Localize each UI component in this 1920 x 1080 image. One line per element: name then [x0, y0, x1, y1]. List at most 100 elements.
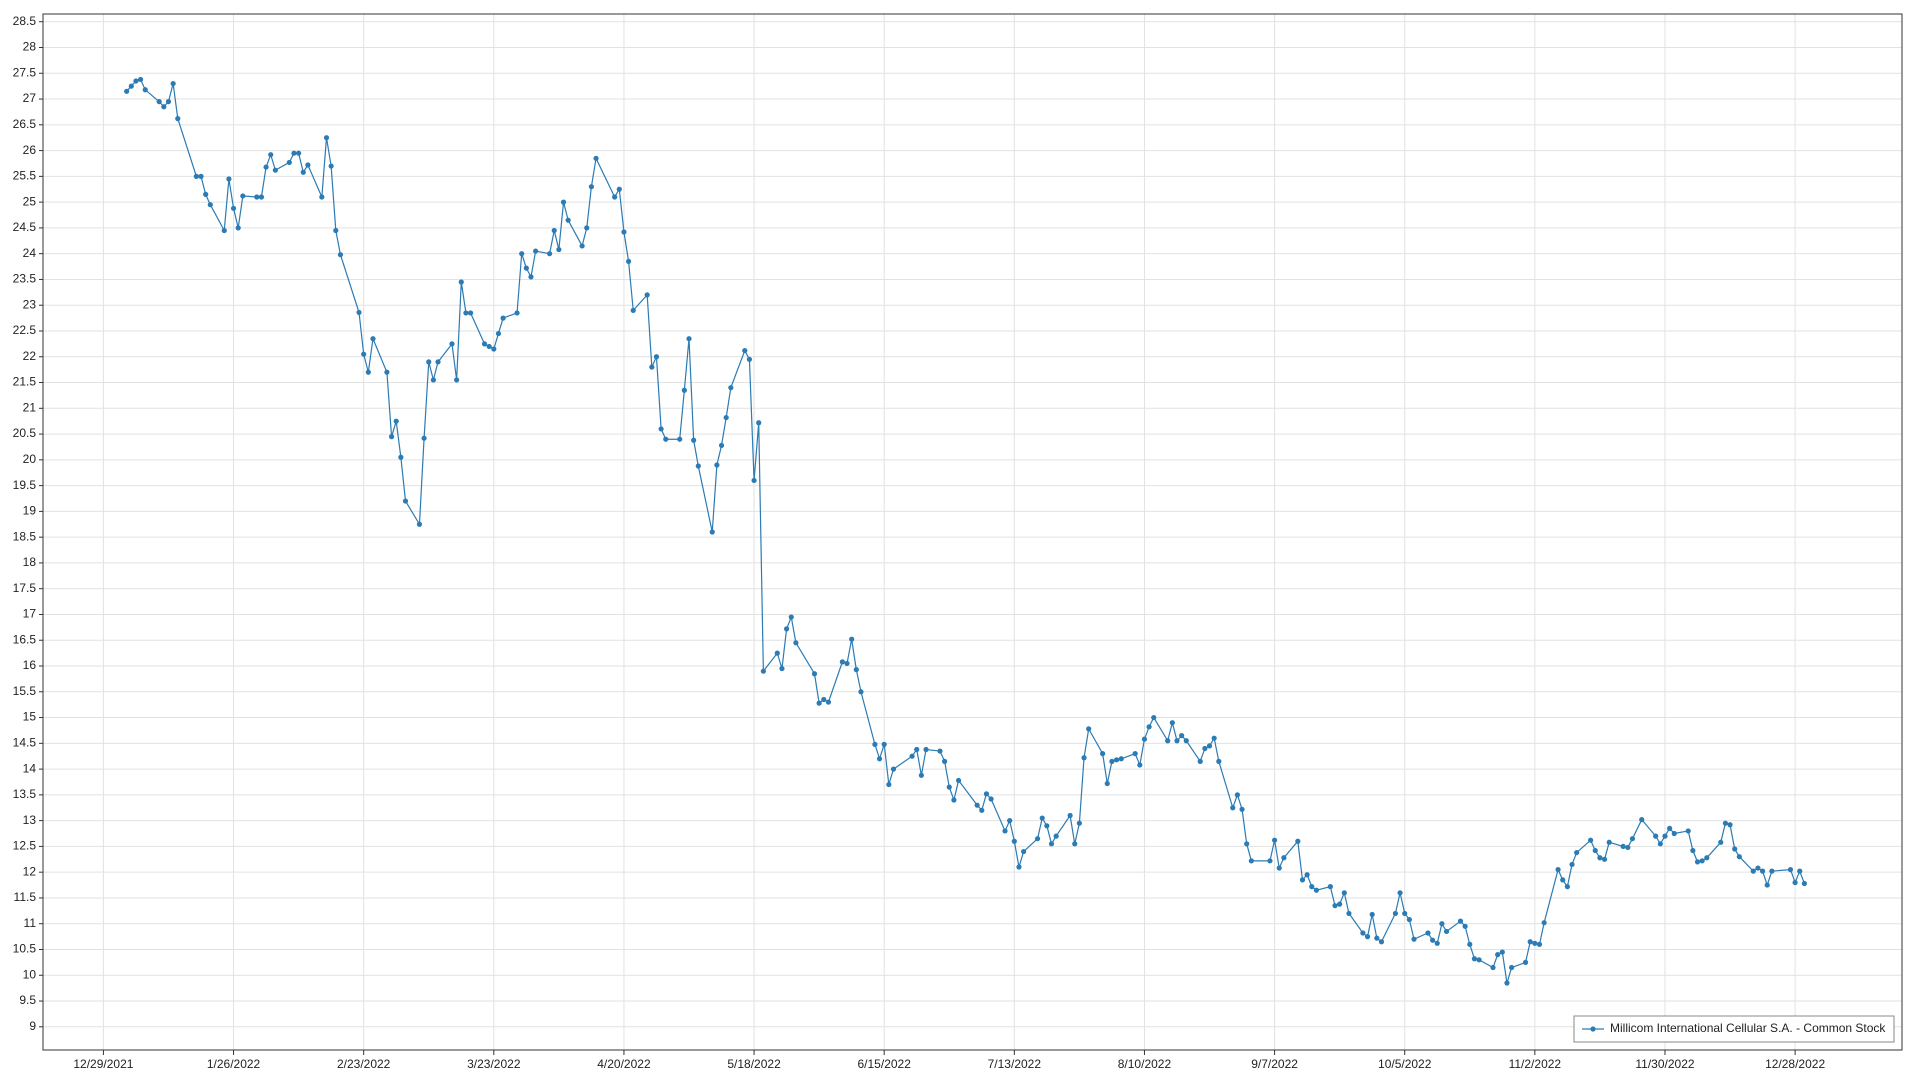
y-tick-label: 28 [23, 40, 37, 54]
plot-frame [42, 13, 1903, 1051]
data-point [198, 173, 204, 179]
data-point [388, 434, 395, 440]
data-point [560, 199, 567, 205]
data-point [709, 529, 715, 535]
data-point [1341, 890, 1347, 896]
data-point [811, 671, 818, 677]
data-point [1002, 828, 1008, 834]
data-point [584, 225, 590, 231]
data-point [1718, 839, 1724, 845]
y-tick-label: 21 [23, 400, 37, 414]
legend-marker [1590, 1026, 1596, 1032]
data-point [1434, 940, 1440, 946]
data-point [844, 660, 850, 667]
data-point [565, 217, 571, 223]
data-point [1206, 743, 1213, 749]
data-point [500, 315, 506, 321]
data-point [1109, 758, 1115, 764]
data-point [1439, 921, 1445, 927]
y-tick-label: 27.5 [13, 65, 37, 79]
data-point [784, 626, 790, 632]
data-point [1495, 952, 1501, 958]
data-point [1113, 757, 1120, 763]
data-point [1620, 843, 1626, 850]
data-point [979, 807, 985, 813]
data-point [1332, 903, 1338, 909]
data-point [128, 83, 134, 89]
data-point [909, 753, 915, 759]
data-point [1146, 724, 1152, 730]
data-point [1736, 854, 1742, 860]
data-point [886, 781, 892, 788]
data-point [1392, 910, 1399, 917]
data-point [849, 636, 855, 642]
data-point [137, 76, 144, 83]
y-tick-label: 28.5 [13, 14, 37, 28]
data-point [230, 205, 237, 211]
x-tick-label: 12/28/2022 [1765, 1057, 1825, 1071]
data-point [1304, 872, 1310, 878]
y-tick-label: 26.5 [13, 117, 37, 131]
data-point [1118, 756, 1124, 762]
data-point [1309, 884, 1315, 890]
y-tick-label: 19.5 [13, 478, 37, 492]
data-point [1653, 833, 1659, 839]
y-tick-label: 18.5 [13, 529, 37, 543]
data-point [1067, 812, 1073, 819]
data-point [1048, 841, 1055, 847]
data-point [1625, 844, 1631, 851]
data-point [1086, 726, 1092, 732]
y-tick-label: 14 [23, 761, 37, 775]
data-point [416, 521, 423, 527]
y-tick-label: 16.5 [13, 632, 37, 646]
data-point [1509, 964, 1515, 971]
data-point [1425, 930, 1431, 936]
data-point [1685, 828, 1691, 834]
data-point [746, 356, 753, 362]
data-point [756, 420, 762, 426]
data-point [454, 377, 460, 383]
data-point [463, 310, 469, 316]
data-point [1151, 714, 1157, 721]
data-point [1662, 833, 1668, 839]
data-point [1694, 859, 1701, 865]
data-point [226, 176, 232, 182]
y-tick-label: 25.5 [13, 169, 37, 183]
data-point [760, 668, 766, 674]
data-point [1476, 957, 1482, 963]
data-point [649, 364, 655, 370]
data-point [430, 377, 436, 383]
data-point [142, 87, 148, 93]
data-point [551, 227, 557, 234]
data-point [291, 150, 297, 156]
data-point [588, 184, 595, 190]
data-point [286, 159, 292, 166]
data-point [207, 202, 213, 208]
data-point [1402, 910, 1408, 917]
data-point [481, 341, 488, 347]
data-point [686, 336, 692, 342]
data-point [1690, 847, 1696, 854]
data-point [663, 436, 669, 442]
data-point [254, 194, 260, 200]
data-point [263, 164, 269, 170]
data-point [774, 650, 780, 656]
data-point [296, 150, 302, 156]
x-tick-label: 5/18/2022 [727, 1057, 781, 1071]
data-point [1271, 837, 1278, 843]
data-point [1234, 792, 1241, 798]
data-point [384, 369, 390, 375]
data-point [1197, 758, 1203, 764]
data-point [983, 791, 990, 797]
data-point [1360, 930, 1366, 936]
data-point [1337, 901, 1343, 907]
data-point [751, 477, 757, 484]
data-point [988, 796, 994, 802]
data-point [1137, 762, 1143, 768]
data-point [1764, 882, 1770, 888]
data-point [839, 659, 845, 665]
data-point [942, 758, 948, 764]
y-tick-label: 12.5 [13, 839, 37, 853]
data-point [272, 167, 278, 173]
y-tick-label: 24.5 [13, 220, 37, 234]
